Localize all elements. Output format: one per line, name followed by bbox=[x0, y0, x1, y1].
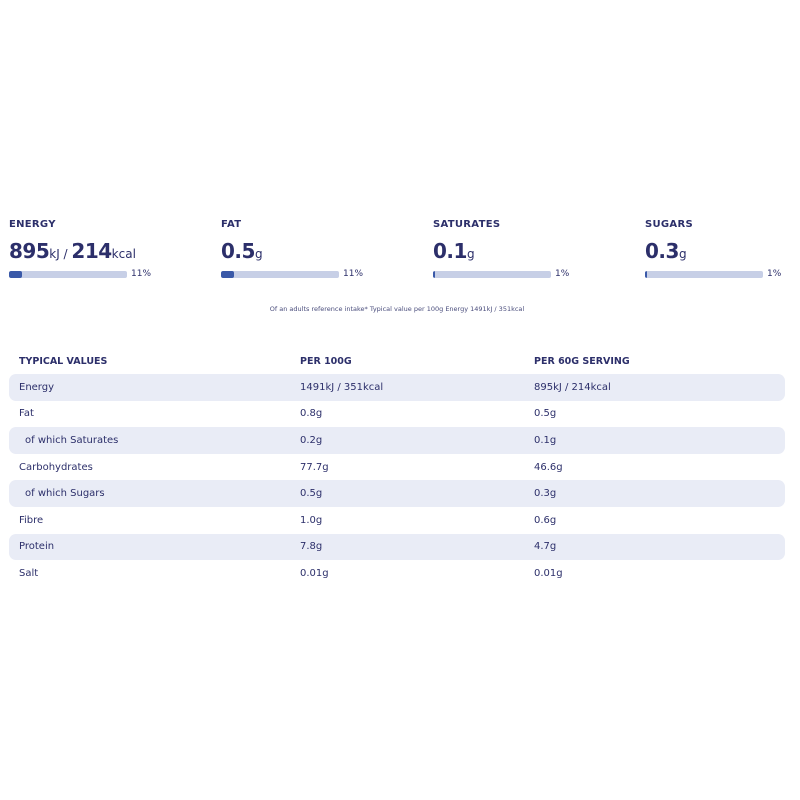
energy-kj: 895 bbox=[9, 239, 50, 263]
row-per-100g: 1491kJ / 351kcal bbox=[300, 381, 384, 393]
table-row: of which Sugars 0.5g 0.3g bbox=[9, 480, 785, 507]
unit-kcal: kcal bbox=[111, 247, 136, 261]
header-per-100g: PER 100G bbox=[300, 355, 352, 367]
row-name: Energy bbox=[19, 381, 55, 393]
percent-label: 1% bbox=[555, 269, 570, 279]
row-per-100g: 7.8g bbox=[300, 541, 323, 553]
table-row: Carbohydrates 77.7g 46.6g bbox=[9, 454, 785, 481]
row-name: Salt bbox=[19, 567, 39, 579]
row-name: Protein bbox=[19, 541, 55, 553]
row-per-100g: 0.5g bbox=[300, 488, 323, 500]
progress-fill bbox=[433, 270, 435, 278]
value: 0.5 bbox=[221, 239, 255, 263]
row-per-serving: 0.1g bbox=[534, 434, 557, 446]
row-per-100g: 0.2g bbox=[300, 434, 323, 446]
row-per-serving: 4.7g bbox=[534, 541, 557, 553]
stat-label: ENERGY bbox=[9, 219, 56, 230]
unit: g bbox=[254, 247, 263, 261]
row-name: of which Sugars bbox=[25, 488, 105, 500]
row-per-100g: 77.7g bbox=[300, 461, 329, 473]
percent-label: 11% bbox=[131, 269, 152, 279]
stat-value: 0.5g bbox=[221, 239, 421, 267]
progress-fill bbox=[645, 270, 647, 278]
row-per-serving: 46.6g bbox=[534, 461, 563, 473]
table-row: of which Saturates 0.2g 0.1g bbox=[9, 427, 785, 454]
row-per-serving: 0.5g bbox=[534, 408, 557, 420]
unit: g bbox=[466, 247, 475, 261]
energy-kcal: 214 bbox=[71, 239, 112, 263]
percent-label: 1% bbox=[767, 269, 782, 279]
row-name: Fat bbox=[19, 408, 34, 420]
row-per-serving: 0.01g bbox=[534, 567, 563, 579]
header-per-serving: PER 60G SERVING bbox=[534, 355, 630, 367]
table-row: Protein 7.8g 4.7g bbox=[9, 533, 785, 561]
row-per-serving: 0.3g bbox=[534, 488, 557, 500]
row-per-100g: 0.01g bbox=[300, 567, 329, 579]
value: 0.3 bbox=[645, 239, 679, 263]
stat-value: 895kJ / 214kcal bbox=[9, 239, 209, 267]
stat-label: SATURATES bbox=[433, 219, 501, 230]
stat-label: FAT bbox=[221, 219, 242, 230]
table-row: Energy 1491kJ / 351kcal 895kJ / 214kcal bbox=[9, 374, 785, 401]
progress-fill bbox=[221, 270, 234, 278]
row-per-100g: 1.0g bbox=[300, 514, 323, 526]
row-per-serving: 895kJ / 214kcal bbox=[534, 381, 611, 393]
progress-bar bbox=[645, 270, 763, 278]
row-name: Carbohydrates bbox=[19, 461, 93, 473]
stat-fat: FAT 0.5g 11% bbox=[221, 219, 421, 279]
nutrition-table: TYPICAL VALUES PER 100G PER 60G SERVING … bbox=[9, 348, 785, 587]
stat-value: 0.3g bbox=[645, 239, 800, 267]
progress-fill bbox=[9, 270, 22, 278]
row-per-100g: 0.8g bbox=[300, 408, 323, 420]
row-per-serving: 0.6g bbox=[534, 514, 557, 526]
unit-kj: kJ / bbox=[49, 247, 72, 261]
stat-label: SUGARS bbox=[645, 219, 693, 230]
row-name: of which Saturates bbox=[25, 434, 119, 446]
progress-bar bbox=[9, 270, 127, 278]
reference-intake-note: Of an adults reference intake* Typical v… bbox=[269, 305, 525, 313]
stat-energy: ENERGY 895kJ / 214kcal 11% bbox=[9, 219, 209, 279]
row-name: Fibre bbox=[19, 514, 44, 526]
percent-label: 11% bbox=[343, 269, 364, 279]
progress-bar bbox=[221, 270, 339, 278]
table-row: Fat 0.8g 0.5g bbox=[9, 401, 785, 428]
stat-value: 0.1g bbox=[433, 239, 633, 267]
progress-bar bbox=[433, 270, 551, 278]
stat-sugars: SUGARS 0.3g 1% bbox=[645, 219, 800, 279]
table-row: Fibre 1.0g 0.6g bbox=[9, 507, 785, 534]
header-typical-values: TYPICAL VALUES bbox=[19, 355, 108, 367]
table-row: Salt 0.01g 0.01g bbox=[9, 560, 785, 587]
stat-saturates: SATURATES 0.1g 1% bbox=[433, 219, 633, 279]
value: 0.1 bbox=[433, 239, 467, 263]
unit: g bbox=[678, 247, 687, 261]
table-header: TYPICAL VALUES PER 100G PER 60G SERVING bbox=[9, 348, 785, 374]
